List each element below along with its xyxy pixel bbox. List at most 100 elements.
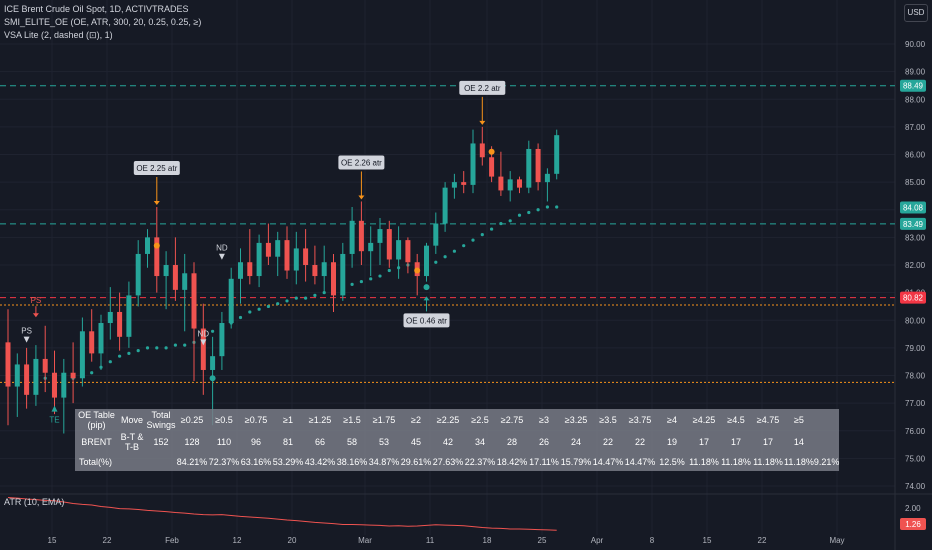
oe-table-cell: 18.42% xyxy=(496,457,528,467)
candle[interactable] xyxy=(451,173,457,199)
candle[interactable] xyxy=(145,229,150,268)
candle-body xyxy=(433,223,439,246)
candle[interactable] xyxy=(507,171,513,202)
candle[interactable] xyxy=(107,287,113,340)
callout-arrow-head-icon xyxy=(423,296,430,301)
candle[interactable] xyxy=(163,251,169,310)
x-tick-label: Feb xyxy=(165,536,179,545)
candle[interactable] xyxy=(349,206,355,268)
candle[interactable] xyxy=(386,220,392,268)
candle[interactable] xyxy=(544,168,550,202)
orange-signal-dot xyxy=(153,242,160,249)
oe-table-cell: BRENT xyxy=(81,437,112,447)
oe-callout[interactable]: OE 0.46 atr xyxy=(403,296,450,328)
teal-signal-dot xyxy=(209,375,216,382)
candle[interactable] xyxy=(526,140,532,194)
oe-callout[interactable]: OE 2.2 atr xyxy=(459,80,506,125)
candle-body xyxy=(303,248,309,265)
oe-callout[interactable]: OE 2.26 atr xyxy=(338,155,385,200)
atr-label-text: 1.26 xyxy=(905,520,921,529)
candle-body xyxy=(135,253,141,296)
callout-arrow-head-icon xyxy=(479,120,486,125)
oe-table-cell: 110 xyxy=(216,437,232,447)
candle-body xyxy=(172,265,178,290)
candle[interactable] xyxy=(5,309,11,426)
candle[interactable] xyxy=(358,201,364,265)
indicator-vsa-lite[interactable]: VSA Lite (2, dashed (⊡), 1) xyxy=(4,30,113,40)
candle[interactable] xyxy=(135,240,141,307)
candle-body xyxy=(265,242,271,257)
candle[interactable] xyxy=(98,314,104,370)
candle[interactable] xyxy=(172,237,178,301)
oe-table: OE Table (pip) Move Total Swings ≥0.25 ≥… xyxy=(75,409,840,471)
candle[interactable] xyxy=(303,229,309,282)
candle[interactable] xyxy=(154,206,160,293)
candle-body xyxy=(89,331,95,354)
oe-table-cell: 53.29% xyxy=(272,457,304,467)
x-tick-label: May xyxy=(829,536,844,545)
oe-callout[interactable]: OE 2.25 atr xyxy=(133,160,180,205)
candle[interactable] xyxy=(321,245,327,293)
candle[interactable] xyxy=(228,267,234,329)
candle-body xyxy=(210,356,216,370)
candle[interactable] xyxy=(61,358,67,434)
x-tick-label: 8 xyxy=(650,536,655,545)
candle[interactable] xyxy=(14,353,20,417)
candle[interactable] xyxy=(265,223,271,265)
candle[interactable] xyxy=(24,347,30,409)
candle[interactable] xyxy=(433,212,439,254)
candle[interactable] xyxy=(256,234,262,288)
candle[interactable] xyxy=(79,317,85,387)
candle[interactable] xyxy=(331,253,336,312)
candle-body xyxy=(507,179,513,191)
trailing-stop-dot xyxy=(545,205,550,209)
trailing-stop-dot xyxy=(118,354,122,358)
candle[interactable] xyxy=(405,237,411,274)
candle[interactable] xyxy=(219,311,225,370)
candle[interactable] xyxy=(70,342,76,404)
candle[interactable] xyxy=(247,229,253,285)
indicator-smi-elite-oe[interactable]: SMI_ELITE_OE (OE, ATR, 300, 20, 0.25, 0.… xyxy=(4,17,202,27)
candle[interactable] xyxy=(535,143,541,191)
oe-table-cell: 24 xyxy=(570,437,581,447)
atr-indicator-label[interactable]: ATR (10, EMA) xyxy=(4,497,65,507)
oe-table-cell: ≥3.25 xyxy=(564,415,588,425)
currency-button[interactable]: USD xyxy=(904,4,928,22)
candle-body xyxy=(358,220,364,252)
candle[interactable] xyxy=(126,281,132,348)
candle[interactable] xyxy=(498,151,504,196)
candle-body xyxy=(461,182,467,185)
candle[interactable] xyxy=(554,129,560,180)
oe-table-cell: 17 xyxy=(762,437,773,447)
candle[interactable] xyxy=(340,242,346,301)
candle[interactable] xyxy=(424,242,429,282)
orange-signal-dot xyxy=(414,267,421,274)
candle[interactable] xyxy=(377,218,383,265)
candle[interactable] xyxy=(275,231,281,277)
candle-body xyxy=(498,176,504,191)
y-tick-label: 88.00 xyxy=(905,95,926,104)
candle[interactable] xyxy=(284,226,290,279)
candle[interactable] xyxy=(33,345,39,406)
candle[interactable] xyxy=(517,176,522,194)
candle[interactable] xyxy=(182,253,188,332)
candle[interactable] xyxy=(368,226,374,277)
candle[interactable] xyxy=(479,126,485,166)
oe-table-header-row: OE Table (pip) Move Total Swings ≥0.25 ≥… xyxy=(75,409,839,431)
candle[interactable] xyxy=(461,171,467,194)
candle[interactable] xyxy=(293,231,299,285)
candle[interactable] xyxy=(470,129,476,194)
candle[interactable] xyxy=(42,325,48,393)
candle[interactable] xyxy=(396,226,402,279)
candle-body xyxy=(405,240,411,263)
candle[interactable] xyxy=(191,262,197,382)
candle[interactable] xyxy=(89,309,95,362)
candle[interactable] xyxy=(52,350,57,415)
oe-table-cell: ≥0.25 xyxy=(180,415,204,425)
candle[interactable] xyxy=(442,182,448,232)
trailing-stop-dot xyxy=(490,227,494,231)
candle[interactable] xyxy=(238,248,243,304)
candle[interactable] xyxy=(117,292,123,351)
candle[interactable] xyxy=(312,245,318,285)
candle[interactable] xyxy=(200,303,206,395)
